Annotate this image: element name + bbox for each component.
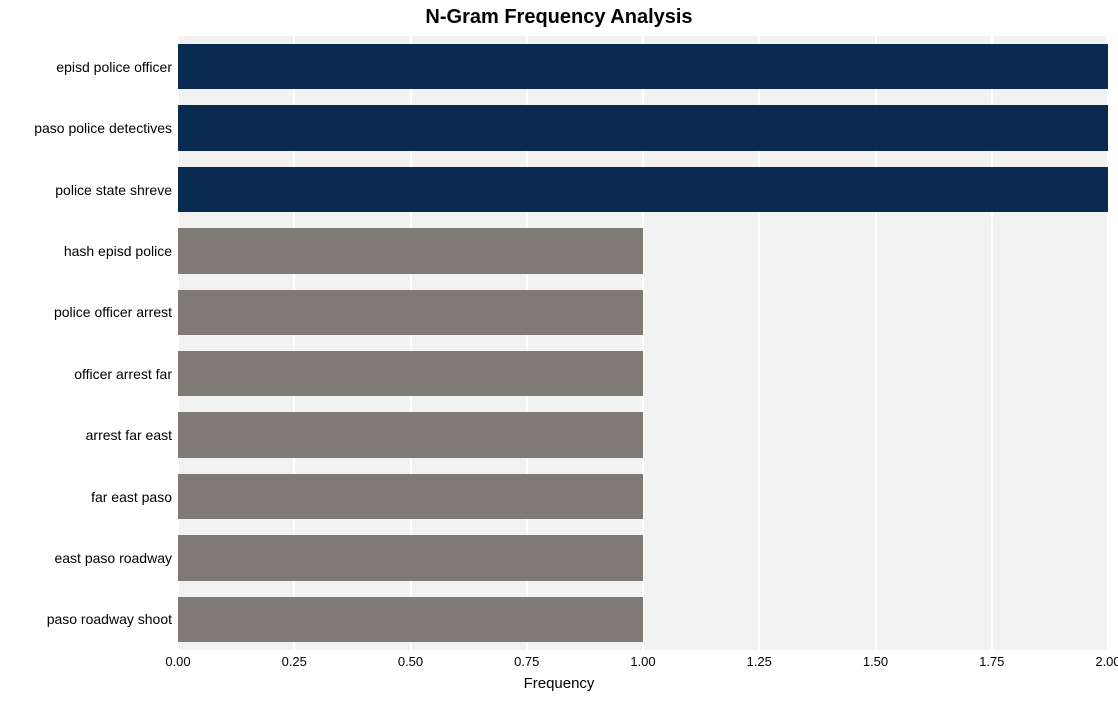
x-axis-tick: 1.00 (630, 654, 655, 669)
y-axis-label: east paso roadway (0, 550, 172, 566)
bar (178, 535, 643, 580)
y-axis-label: episd police officer (0, 59, 172, 75)
x-axis-tick: 1.50 (863, 654, 888, 669)
x-axis-tick: 0.75 (514, 654, 539, 669)
y-axis-label: far east paso (0, 489, 172, 505)
x-axis-tick: 1.75 (979, 654, 1004, 669)
y-axis-label: police state shreve (0, 182, 172, 198)
bar (178, 105, 1108, 150)
y-axis-label: police officer arrest (0, 304, 172, 320)
plot-area (178, 36, 1108, 650)
y-axis-label: hash episd police (0, 243, 172, 259)
bar (178, 228, 643, 273)
bar (178, 44, 1108, 89)
x-axis-tick: 0.25 (282, 654, 307, 669)
bar (178, 351, 643, 396)
y-axis-label: officer arrest far (0, 366, 172, 382)
y-axis-label: arrest far east (0, 427, 172, 443)
bar (178, 597, 643, 642)
bar (178, 290, 643, 335)
bar (178, 474, 643, 519)
x-axis-tick: 0.00 (165, 654, 190, 669)
y-axis-label: paso police detectives (0, 120, 172, 136)
bar (178, 167, 1108, 212)
x-axis-tick: 2.00 (1095, 654, 1118, 669)
chart-container: N-Gram Frequency Analysis Frequency epis… (0, 0, 1118, 701)
bar (178, 412, 643, 457)
x-axis-tick: 0.50 (398, 654, 423, 669)
x-axis-title: Frequency (0, 675, 1118, 692)
y-axis-label: paso roadway shoot (0, 611, 172, 627)
chart-title: N-Gram Frequency Analysis (0, 6, 1118, 29)
x-axis-tick: 1.25 (747, 654, 772, 669)
